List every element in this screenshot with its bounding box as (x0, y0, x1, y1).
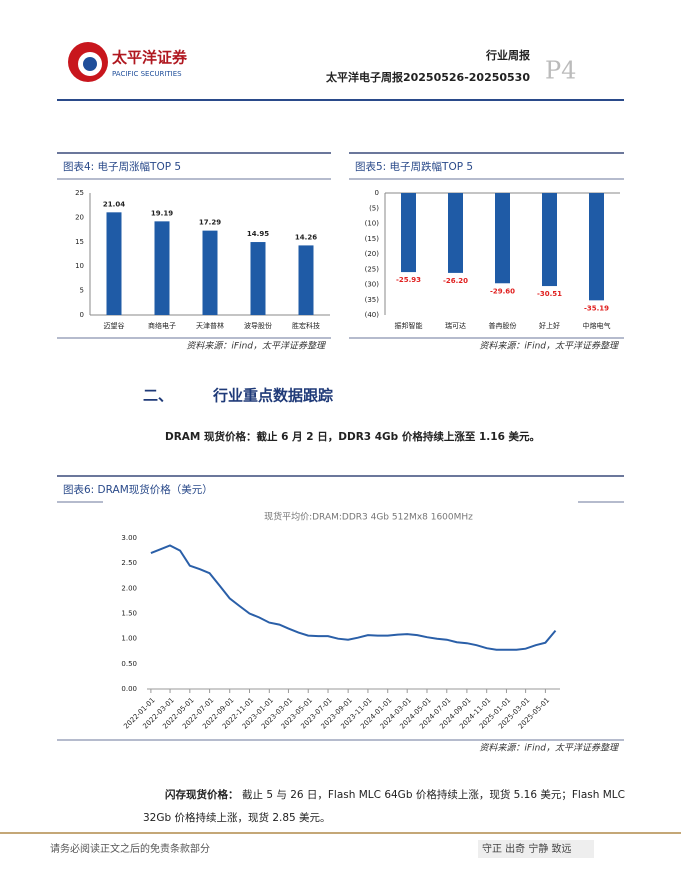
bar (495, 193, 510, 284)
value-label: 19.19 (151, 209, 173, 217)
value-label: 14.26 (295, 233, 317, 241)
figure-caption: 图表5: 电子周跌幅TOP 5 (355, 160, 473, 173)
section-number: 二、 (143, 387, 173, 405)
disclaimer: 请务必阅读正文之后的免责条款部分 (50, 842, 210, 855)
bar (250, 242, 266, 315)
y-tick-label: (20) (365, 250, 380, 258)
logo (83, 57, 97, 71)
x-tick-label: 瑞可达 (445, 321, 466, 330)
value-label: -26.20 (443, 277, 468, 285)
doc-type: 行业周报 (485, 48, 531, 62)
paragraph-lead: 闪存现货价格： (165, 788, 239, 801)
value-label: -35.19 (584, 304, 609, 312)
y-tick-label: (35) (365, 296, 380, 304)
y-tick-label: 25 (75, 189, 84, 197)
value-label: 14.95 (247, 230, 269, 238)
figure-caption: 图表6: DRAM现货价格（美元） (63, 483, 213, 496)
line-series (150, 544, 557, 651)
value-label: -25.93 (396, 276, 421, 284)
bar (202, 230, 218, 315)
y-tick-label: (25) (365, 265, 380, 273)
bar (589, 193, 604, 301)
x-tick-label: 普冉股份 (489, 321, 517, 330)
x-tick-label: 迈望谷 (104, 321, 125, 330)
y-tick-label: 0 (80, 311, 84, 319)
brand: 太平洋证券 (112, 49, 188, 67)
y-tick-label: 2.00 (121, 584, 137, 592)
y-tick-label: 0.00 (121, 685, 137, 693)
brand-en: PACIFIC SECURITIES (112, 70, 182, 78)
x-tick-label: 中熔电气 (583, 321, 611, 330)
y-tick-label: (40) (365, 311, 380, 319)
y-tick-label: 0.50 (121, 660, 137, 668)
source: 资料来源：iFind，太平洋证券整理 (479, 743, 620, 754)
y-tick-label: (30) (365, 281, 380, 289)
y-tick-label: (10) (365, 220, 380, 228)
bar (401, 193, 416, 273)
chart-title: 现货平均价:DRAM:DDR3 4Gb 512Mx8 1600MHz (264, 511, 473, 523)
bar (298, 245, 314, 315)
figure-caption: 图表4: 电子周涨幅TOP 5 (63, 160, 181, 173)
y-tick-label: 1.00 (121, 635, 137, 643)
x-tick-label: 商络电子 (148, 321, 176, 330)
y-tick-label: (5) (369, 204, 379, 212)
page-number: P4 (545, 57, 576, 85)
paragraph: 32Gb 价格持续上涨，现货 2.85 美元。 (143, 811, 331, 824)
paragraph: DRAM 现货价格：截止 6 月 2 日，DDR3 4Gb 价格持续上涨至 1.… (165, 430, 540, 443)
bar (542, 193, 557, 287)
value-label: -30.51 (537, 290, 562, 298)
x-tick-label: 波导股份 (244, 321, 272, 330)
x-tick-label: 胜宏科技 (292, 321, 320, 330)
y-tick-label: (15) (365, 235, 380, 243)
x-tick-label: 天津普林 (196, 321, 224, 330)
x-tick-label: 好上好 (539, 321, 560, 330)
y-tick-label: 10 (75, 262, 84, 270)
y-tick-label: 0 (375, 189, 379, 197)
section-title: 行业重点数据跟踪 (212, 387, 333, 405)
value-label: 21.04 (103, 200, 125, 208)
y-tick-label: 2.50 (121, 559, 137, 567)
y-tick-label: 1.50 (121, 610, 137, 618)
source: 资料来源：iFind，太平洋证券整理 (479, 341, 620, 352)
y-tick-label: 20 (75, 213, 84, 221)
source: 资料来源：iFind，太平洋证券整理 (186, 341, 327, 352)
paragraph: 截止 5 与 26 日，Flash MLC 64Gb 价格持续上涨，现货 5.1… (242, 788, 625, 801)
value-label: -29.60 (490, 287, 515, 295)
motto: 守正 出奇 宁静 致远 (482, 842, 572, 855)
y-tick-label: 3.00 (121, 534, 137, 542)
bar (154, 221, 170, 315)
value-label: 17.29 (199, 219, 221, 227)
report-title: 太平洋电子周报20250526-20250530 (325, 70, 530, 84)
bar (106, 212, 122, 315)
bar (448, 193, 463, 273)
motto-bg (478, 840, 594, 858)
y-tick-label: 15 (75, 238, 84, 246)
y-tick-label: 5 (80, 287, 84, 295)
x-tick-label: 振邦智能 (395, 321, 423, 330)
